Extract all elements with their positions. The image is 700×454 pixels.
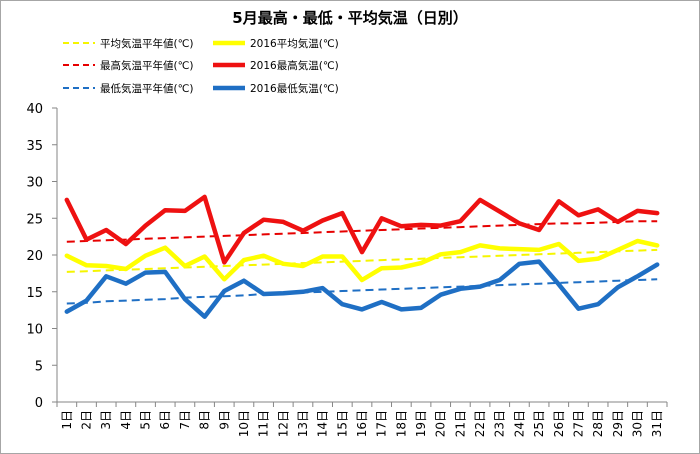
x-tick-label: 14日 [316, 410, 330, 437]
x-tick-label: 18日 [394, 410, 408, 437]
y-tick-label: 25 [26, 212, 43, 227]
x-tick-label: 8日 [198, 410, 212, 430]
x-tick-label: 30日 [630, 410, 644, 437]
series-line [64, 194, 660, 265]
y-tick-label: 15 [26, 286, 43, 301]
y-tick-label: 0 [35, 396, 43, 411]
x-tick-label: 7日 [178, 410, 192, 430]
x-tick-label: 16日 [355, 410, 369, 437]
x-tick-label: 21日 [453, 410, 467, 437]
series-line [66, 248, 658, 273]
x-tick-label: 9日 [217, 410, 231, 430]
x-tick-label: 26日 [552, 410, 566, 437]
series-5 [64, 259, 660, 319]
legend-label: 2016最高気温(℃) [250, 59, 339, 72]
series-line [66, 278, 658, 305]
x-tick-label: 28日 [591, 410, 605, 437]
series-line [64, 238, 660, 283]
legend-label: 平均気温平年値(℃) [100, 37, 194, 50]
x-tick-label: 23日 [493, 410, 507, 437]
x-tick-label: 3日 [99, 410, 113, 430]
series-2 [66, 220, 658, 243]
legend-label: 最低気温平年値(℃) [100, 82, 194, 95]
x-tick-label: 24日 [512, 410, 526, 437]
series-group [64, 194, 660, 319]
y-tick-label: 5 [35, 359, 43, 374]
legend-label: 最高気温平年値(℃) [100, 59, 194, 72]
x-tick-label: 27日 [571, 410, 585, 437]
x-tick-label: 2日 [80, 410, 94, 430]
series-3 [64, 194, 660, 265]
legend-label: 2016平均気温(℃) [250, 37, 339, 50]
x-tick-label: 25日 [532, 410, 546, 437]
x-tick-label: 17日 [375, 410, 389, 437]
chart-title: 5月最高・最低・平均気温（日別） [232, 9, 467, 27]
x-tick-label: 19日 [414, 410, 428, 437]
x-tick-label: 11日 [257, 410, 271, 437]
y-tick-label: 30 [26, 176, 43, 191]
x-tick-label: 22日 [473, 410, 487, 437]
x-tick-label: 12日 [276, 410, 290, 437]
y-tick-label: 35 [26, 139, 43, 154]
y-tick-label: 10 [26, 323, 43, 338]
y-tick-label: 20 [26, 249, 43, 264]
x-tick-label: 1日 [60, 410, 74, 430]
x-tick-label: 29日 [611, 410, 625, 437]
y-tick-label: 40 [26, 102, 43, 117]
x-tick-label: 15日 [335, 410, 349, 437]
legend-label: 2016最低気温(℃) [250, 82, 339, 95]
x-tick-label: 4日 [119, 410, 133, 430]
series-line [66, 220, 658, 243]
x-tick-label: 6日 [158, 410, 172, 430]
x-tick-label: 31日 [650, 410, 664, 437]
x-tick-label: 10日 [237, 410, 251, 437]
series-1 [64, 238, 660, 283]
x-tick-label: 13日 [296, 410, 310, 437]
series-line [64, 259, 660, 319]
x-tick-label: 5日 [139, 410, 153, 430]
axes: 0 5 10 15 20 25 30 35 40 1日 2日 3日 4日 5日 6日 7日 8日 9日 10日 11日… [26, 102, 668, 437]
legend: 平均気温平年値(℃) 2016平均気温(℃) 最高気温平年値(℃) 2016最高気温(… [63, 37, 339, 95]
x-tick-label: 20日 [434, 410, 448, 437]
